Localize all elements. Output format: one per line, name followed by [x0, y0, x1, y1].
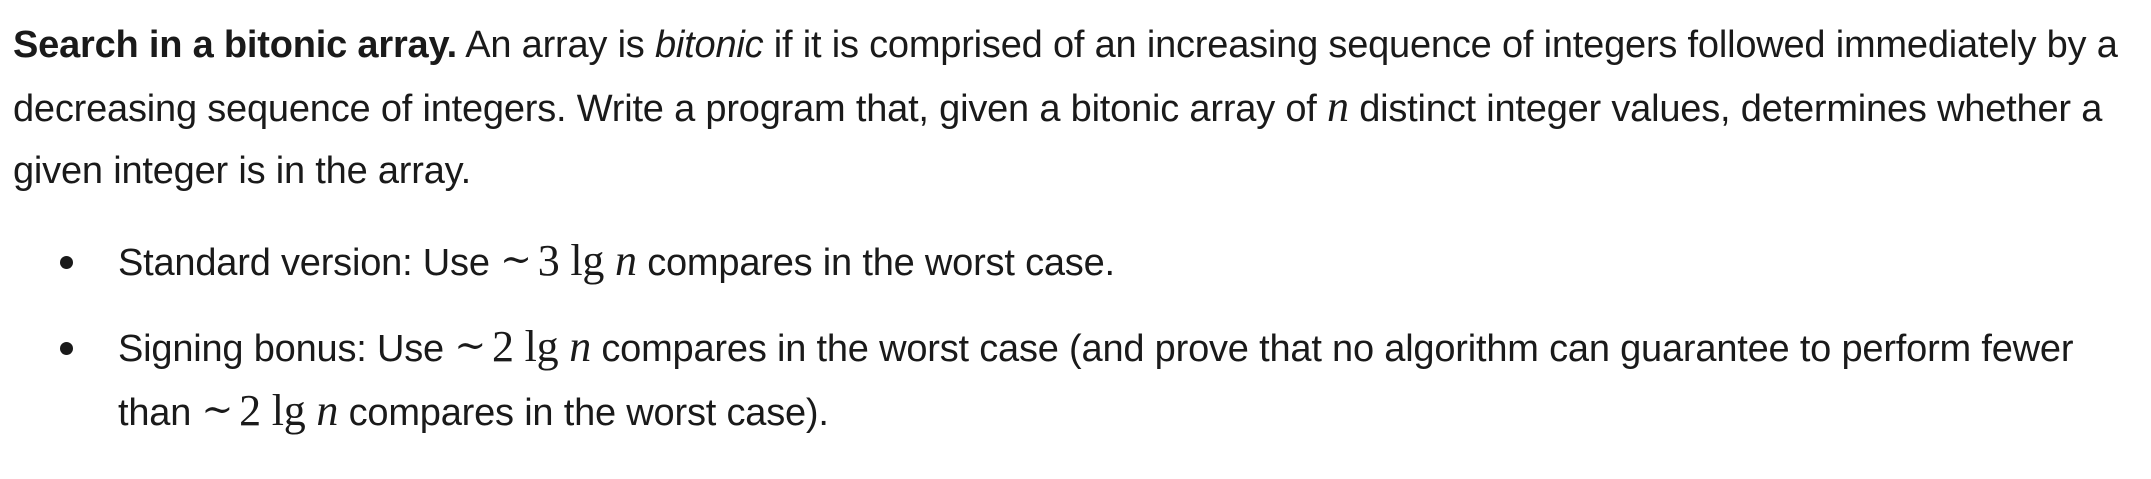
math-expression: ∼ 2 lg n [454, 322, 591, 371]
exercise-document: Search in a bitonic array. An array is b… [13, 14, 2138, 466]
intro-emphasis: bitonic [654, 24, 764, 66]
intro-text-2: if it is comprised of an increasing sequ… [13, 24, 2118, 130]
list-item-standard-version: Standard version: Use ∼ 3 lg n compares i… [13, 230, 2138, 294]
item-tail: compares in the worst case. [636, 242, 1115, 284]
math-variable: n [316, 386, 339, 435]
intro-text-1: An array is [456, 24, 655, 66]
math-variable: n [615, 236, 637, 285]
item-tail: compares in the worst case). [338, 392, 829, 434]
math-expression: ∼ 3 lg n [500, 236, 637, 285]
math-n: n [1327, 82, 1349, 131]
math-coefficient: 2 [239, 386, 261, 435]
item-lead: Standard version: Use [118, 242, 501, 284]
tilde-symbol: ∼ [500, 239, 532, 281]
math-expression-2: ∼ 2 lg n [202, 386, 339, 435]
item-lead: Signing bonus: Use [118, 328, 455, 370]
math-coefficient: 3 [537, 236, 560, 285]
math-coefficient: 2 [491, 322, 514, 371]
bullet-icon [60, 256, 73, 269]
math-log: lg [260, 386, 317, 435]
tilde-symbol: ∼ [201, 389, 234, 431]
tilde-symbol: ∼ [454, 325, 486, 367]
item-mid: compares in the worst case (and prove th… [118, 328, 2074, 434]
requirements-list: Standard version: Use ∼ 3 lg n compares i… [13, 230, 2138, 444]
math-log: lg [513, 322, 570, 371]
list-item-signing-bonus: Signing bonus: Use ∼ 2 lg n compares in t… [13, 316, 2138, 444]
exercise-title: Search in a bitonic array. [13, 24, 457, 66]
math-log: lg [559, 236, 616, 285]
math-variable: n [1327, 82, 1349, 131]
math-variable: n [569, 322, 592, 371]
bullet-icon [60, 342, 73, 355]
exercise-paragraph: Search in a bitonic array. An array is b… [13, 14, 2138, 202]
intro-text-3: distinct integer values, determines whet… [13, 88, 2103, 192]
